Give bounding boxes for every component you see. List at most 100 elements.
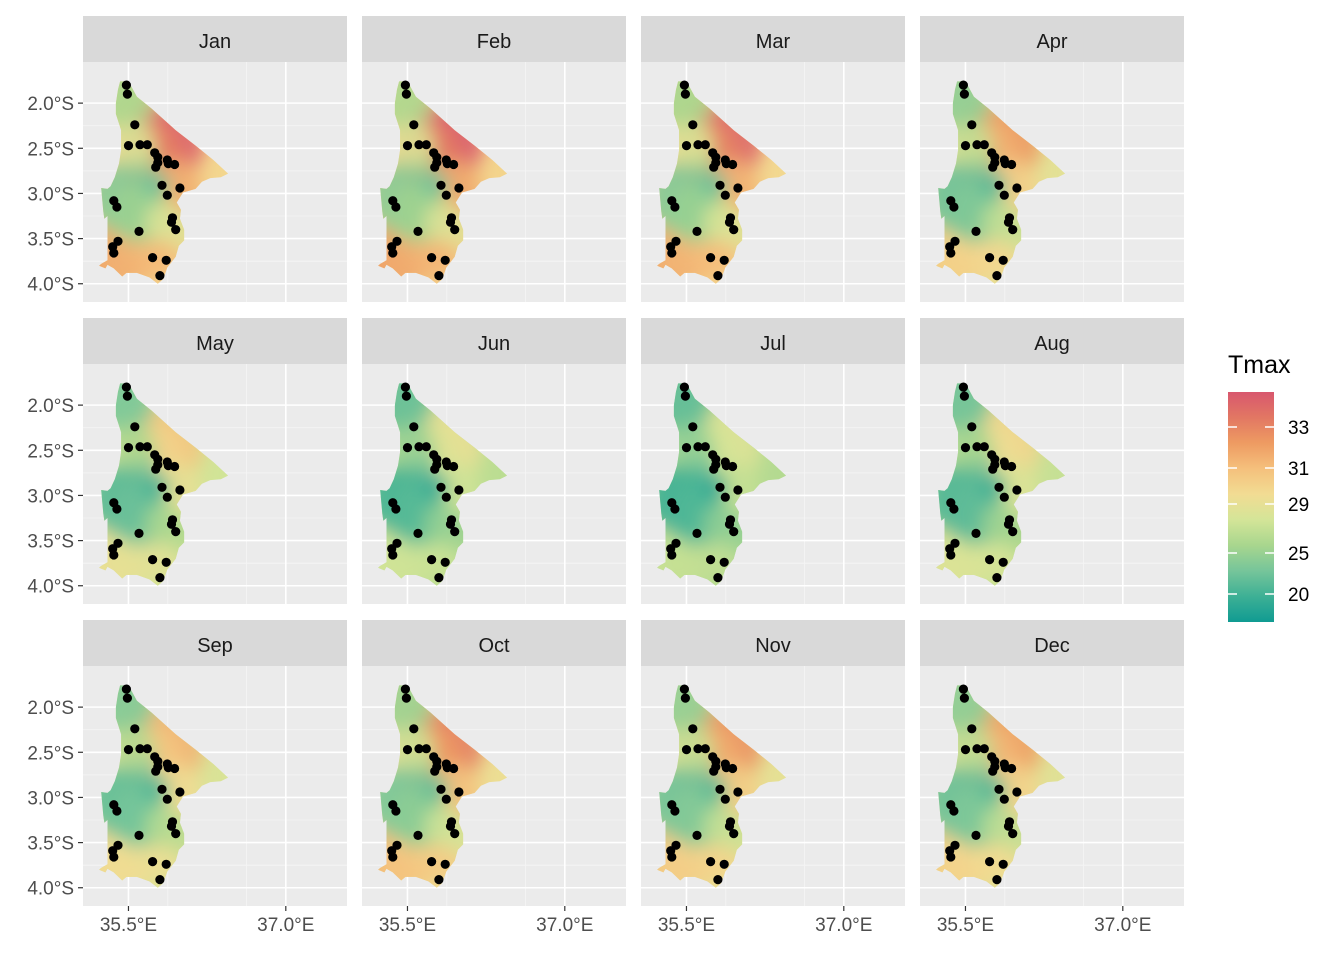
station-point xyxy=(1012,485,1022,495)
station-point xyxy=(142,140,152,150)
facet-strip-label: Aug xyxy=(1034,333,1070,355)
station-point xyxy=(134,528,144,538)
station-point xyxy=(112,202,122,212)
station-point xyxy=(171,829,181,839)
station-points xyxy=(945,684,1022,885)
facet-panel-jul: Jul xyxy=(641,318,905,604)
station-point xyxy=(985,253,995,263)
station-point xyxy=(135,140,145,150)
station-point xyxy=(1008,527,1018,537)
station-point xyxy=(670,202,680,212)
station-point xyxy=(979,140,989,150)
station-point xyxy=(401,693,411,703)
station-point xyxy=(123,745,134,755)
y-tick-label: 2.5°S xyxy=(27,743,74,764)
station-point xyxy=(162,190,172,200)
station-point xyxy=(142,442,152,452)
y-tick-label: 2.5°S xyxy=(27,139,74,160)
station-point xyxy=(692,528,702,538)
station-points xyxy=(666,382,743,583)
station-point xyxy=(998,255,1008,265)
station-point xyxy=(450,527,460,537)
facet-panels: Jan 2.0°S 2.5°S 3.0°S 3.5°S 4.0°S Feb Mar Apr May… xyxy=(27,16,1184,906)
station-point xyxy=(1007,461,1017,472)
facet-panel-jun: Jun xyxy=(362,318,626,604)
station-point xyxy=(450,829,460,839)
station-point xyxy=(1003,821,1014,831)
station-point xyxy=(445,519,456,529)
station-point xyxy=(1003,519,1014,529)
station-point xyxy=(670,806,680,816)
station-point xyxy=(402,443,413,453)
facet-panel-dec: Dec xyxy=(920,620,1184,906)
station-point xyxy=(388,248,398,258)
station-point xyxy=(999,492,1009,502)
station-points xyxy=(387,80,464,281)
station-point xyxy=(441,492,451,502)
y-tick-label: 4.0°S xyxy=(27,577,74,598)
facet-strip xyxy=(362,620,626,666)
station-point xyxy=(414,744,424,754)
station-point xyxy=(688,724,698,734)
station-point xyxy=(728,461,738,472)
station-point xyxy=(719,557,729,567)
station-point xyxy=(999,190,1009,200)
station-point xyxy=(949,806,959,816)
station-point xyxy=(960,745,971,755)
station-point xyxy=(679,684,689,694)
station-point xyxy=(122,693,132,703)
y-tick-label: 2.5°S xyxy=(27,441,74,462)
station-point xyxy=(450,225,460,235)
station-point xyxy=(971,528,981,538)
facet-strip-label: Oct xyxy=(478,635,510,657)
station-point xyxy=(958,80,968,90)
station-point xyxy=(713,271,723,281)
x-tick-label: 37.0°E xyxy=(1094,915,1151,936)
station-points xyxy=(108,80,185,281)
station-point xyxy=(112,806,122,816)
station-point xyxy=(155,573,165,583)
station-point xyxy=(709,162,719,172)
x-tick-label: 35.5°E xyxy=(100,915,157,936)
station-point xyxy=(971,830,981,840)
station-point xyxy=(121,80,131,90)
station-point xyxy=(151,464,161,474)
station-point xyxy=(130,724,140,734)
station-point xyxy=(992,573,1002,583)
station-point xyxy=(170,159,180,170)
station-point xyxy=(1008,225,1018,235)
station-point xyxy=(434,271,444,281)
legend-tick-label: 29 xyxy=(1288,495,1309,516)
legend: Tmax 33 31 29 25 20 xyxy=(1228,351,1309,622)
station-point xyxy=(161,859,171,869)
station-point xyxy=(706,857,716,867)
station-point xyxy=(700,442,710,452)
y-tick-label: 2.0°S xyxy=(27,94,74,115)
station-point xyxy=(421,442,431,452)
station-point xyxy=(998,557,1008,567)
legend-tick-label: 31 xyxy=(1288,459,1309,480)
station-point xyxy=(959,89,969,99)
station-point xyxy=(135,744,145,754)
x-tick-label: 37.0°E xyxy=(257,915,314,936)
station-point xyxy=(679,382,689,392)
station-point xyxy=(713,573,723,583)
station-point xyxy=(151,766,161,776)
station-points xyxy=(666,80,743,281)
station-points xyxy=(108,684,185,885)
station-point xyxy=(454,183,464,193)
station-point xyxy=(409,724,419,734)
station-point xyxy=(434,573,444,583)
station-point xyxy=(667,248,677,258)
station-point xyxy=(162,492,172,502)
station-point xyxy=(998,859,1008,869)
station-point xyxy=(949,504,959,514)
station-point xyxy=(729,527,739,537)
legend-tick-label: 20 xyxy=(1288,585,1309,606)
station-point xyxy=(681,141,692,151)
station-point xyxy=(946,550,956,560)
facet-strip-label: Apr xyxy=(1036,31,1067,53)
station-point xyxy=(170,461,180,472)
station-point xyxy=(402,745,413,755)
station-point xyxy=(148,857,158,867)
